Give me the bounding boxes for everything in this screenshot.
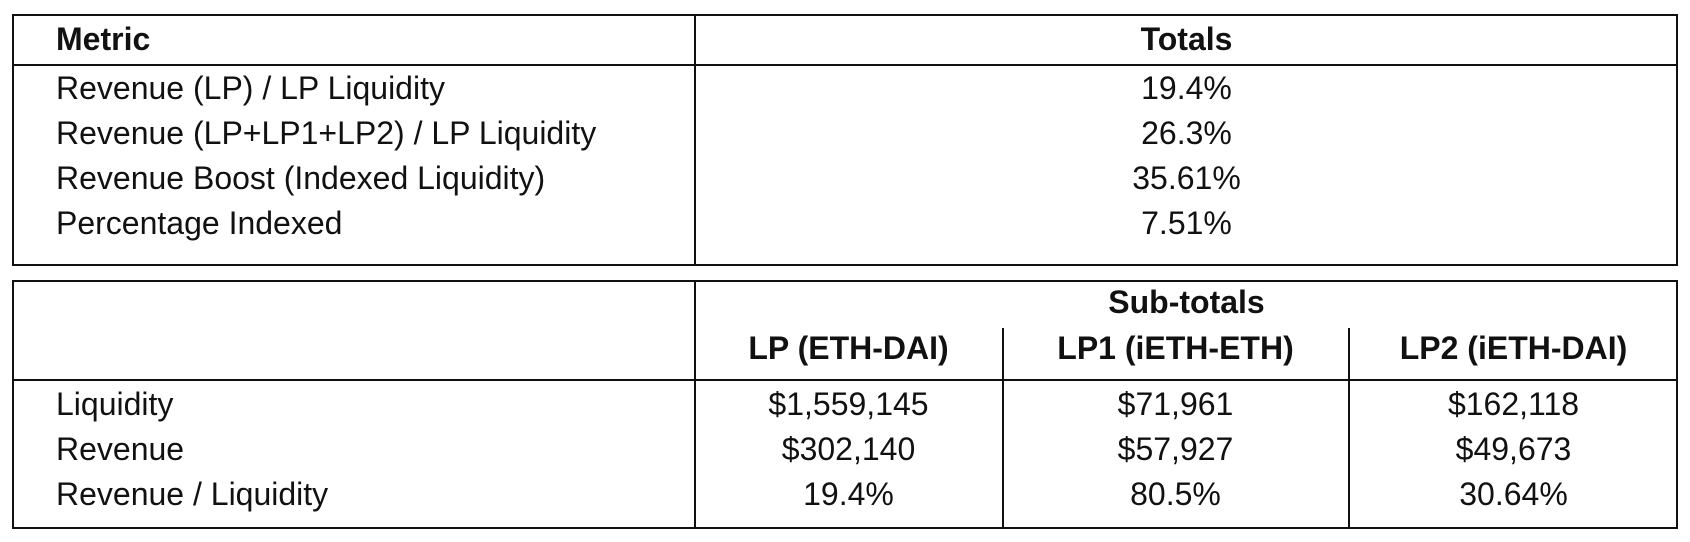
metric-header: Metric xyxy=(56,21,151,57)
table-row-label: Revenue Boost (Indexed Liquidity) xyxy=(56,160,546,196)
table-cell: 19.4% xyxy=(803,476,894,512)
table-cell: $71,961 xyxy=(1117,386,1234,422)
column-divider xyxy=(694,282,696,527)
header-divider xyxy=(14,64,1676,66)
table-row-value: 35.61% xyxy=(1132,160,1241,196)
table-cell: 80.5% xyxy=(1130,476,1221,512)
totals-header: Totals xyxy=(1140,21,1233,57)
column-divider xyxy=(1348,328,1350,527)
table-row-label: Revenue (LP+LP1+LP2) / LP Liquidity xyxy=(56,115,597,151)
table-row-value: 26.3% xyxy=(1141,115,1232,151)
column-divider xyxy=(694,16,696,264)
table-row-label: Revenue (LP) / LP Liquidity xyxy=(56,70,445,106)
subtotals-table: Sub-totals LP (ETH-DAI) LP1 (iETH-ETH) L… xyxy=(12,280,1678,529)
column-divider xyxy=(1002,328,1004,527)
column-header-lp: LP (ETH-DAI) xyxy=(748,330,949,366)
table-cell: $302,140 xyxy=(781,431,916,467)
table-cell: $57,927 xyxy=(1117,431,1234,467)
subtotals-group-header: Sub-totals xyxy=(1108,284,1265,320)
table-row-label: Revenue / Liquidity xyxy=(56,476,329,512)
column-header-lp2: LP2 (iETH-DAI) xyxy=(1399,330,1628,366)
table-row-label: Liquidity xyxy=(56,386,174,422)
header-divider xyxy=(14,379,1676,381)
table-row-label: Revenue xyxy=(56,431,185,467)
table-row-label: Percentage Indexed xyxy=(56,205,343,241)
table-cell: $49,673 xyxy=(1455,431,1572,467)
table-row-value: 19.4% xyxy=(1141,70,1232,106)
table-row-value: 7.51% xyxy=(1141,205,1232,241)
table-cell: $162,118 xyxy=(1447,386,1580,422)
column-header-lp1: LP1 (iETH-ETH) xyxy=(1057,330,1294,366)
table-cell: $1,559,145 xyxy=(768,386,929,422)
totals-table: Metric Totals Revenue (LP) / LP Liquidit… xyxy=(12,14,1678,266)
table-cell: 30.64% xyxy=(1459,476,1568,512)
